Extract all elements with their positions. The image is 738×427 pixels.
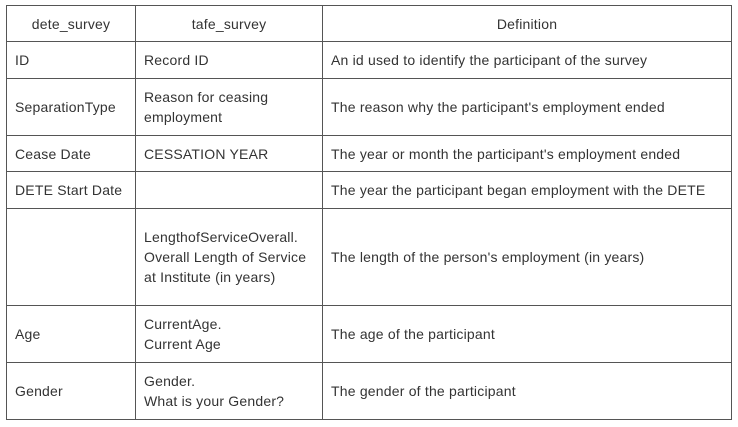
cell-tafe-line: Current Age [144,336,221,352]
cell-definition: The age of the participant [322,305,732,363]
cell-definition: The year or month the participant's empl… [322,135,732,172]
cell-dete: Gender [6,362,136,420]
header-dete-survey: dete_survey [6,5,136,42]
cell-definition: The length of the person's employment (i… [322,208,732,306]
cell-dete: DETE Start Date [6,171,136,209]
cell-tafe-line: employment [144,109,223,125]
cell-tafe-line: Overall Length of Service [144,249,307,265]
cell-dete: SeparationType [6,78,136,136]
cell-dete: ID [6,41,136,79]
header-definition: Definition [322,5,732,42]
cell-tafe: Reason for ceasing employment [135,78,323,136]
table-row: SeparationType Reason for ceasing employ… [6,78,732,136]
cell-dete [6,208,136,306]
cell-dete: Cease Date [6,135,136,172]
cell-definition: The year the participant began employmen… [322,171,732,209]
column-mapping-table: dete_survey tafe_survey Definition ID Re… [6,5,732,420]
cell-definition: The reason why the participant's employm… [322,78,732,136]
cell-tafe-line: Gender. [144,373,196,389]
cell-tafe-line: at Institute (in years) [144,269,276,285]
cell-tafe: CurrentAge. Current Age [135,305,323,363]
cell-definition: An id used to identify the participant o… [322,41,732,79]
cell-tafe: CESSATION YEAR [135,135,323,172]
cell-tafe [135,171,323,209]
cell-tafe-line: LengthofServiceOverall. [144,229,299,245]
cell-tafe: LengthofServiceOverall. Overall Length o… [135,208,323,306]
cell-dete: Age [6,305,136,363]
table-row: Cease Date CESSATION YEAR The year or mo… [6,135,732,172]
cell-tafe-line: Record ID [144,52,209,68]
table-row: Gender Gender. What is your Gender? The … [6,362,732,420]
table-row: DETE Start Date The year the participant… [6,171,732,209]
header-row: dete_survey tafe_survey Definition [6,5,732,42]
cell-tafe: Record ID [135,41,323,79]
cell-tafe-line: What is your Gender? [144,393,285,409]
cell-tafe: Gender. What is your Gender? [135,362,323,420]
cell-tafe-line: CESSATION YEAR [144,145,269,162]
header-tafe-survey: tafe_survey [135,5,323,42]
cell-tafe-line: CurrentAge. [144,316,222,332]
table-row: Age CurrentAge. Current Age The age of t… [6,305,732,363]
cell-tafe-line: Reason for ceasing [144,89,269,105]
column-mapping-table-container: dete_survey tafe_survey Definition ID Re… [6,5,732,420]
table-row: ID Record ID An id used to identify the … [6,41,732,79]
cell-definition: The gender of the participant [322,362,732,420]
table-row: LengthofServiceOverall. Overall Length o… [6,208,732,306]
